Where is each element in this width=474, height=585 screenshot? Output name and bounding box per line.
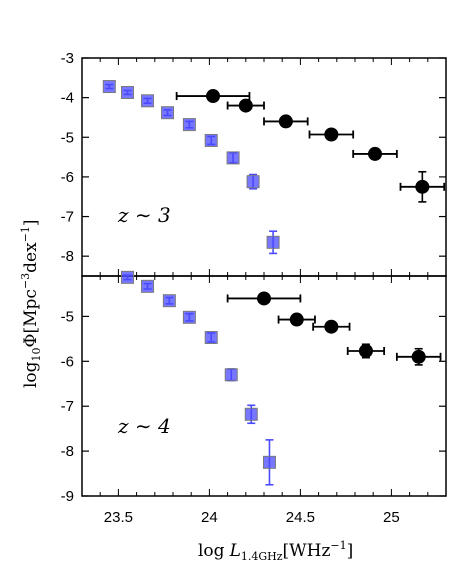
data-point-circle: [226, 98, 265, 113]
y-tick-label: -7: [61, 398, 74, 415]
data-point-square: [162, 294, 176, 308]
y-tick-label: -6: [61, 169, 74, 186]
data-point-square: [121, 270, 134, 284]
marker-circle: [368, 146, 383, 161]
data-point-square: [102, 80, 116, 94]
data-point-square: [121, 85, 134, 99]
y-tick-label: -4: [61, 90, 74, 107]
marker-square: [141, 279, 155, 293]
marker-circle: [358, 343, 373, 358]
panel-z4-marks: [121, 270, 442, 486]
y-tick-label: -8: [61, 248, 74, 265]
marker-square: [246, 175, 260, 189]
marker-circle: [278, 114, 293, 129]
data-point-square: [161, 106, 175, 120]
data-point-circle: [352, 146, 398, 161]
data-point-circle: [308, 127, 355, 142]
marker-square: [162, 294, 176, 308]
marker-square: [204, 133, 218, 147]
data-point-square: [141, 94, 155, 108]
marker-square: [182, 118, 196, 132]
data-point-square: [182, 310, 196, 324]
panel-z4-annotation: z ∼ 4: [117, 414, 171, 438]
marker-circle: [289, 312, 304, 327]
data-point-square: [246, 173, 260, 190]
data-point-circle: [399, 170, 446, 203]
marker-square: [121, 270, 134, 284]
panel-z3-frame: [81, 57, 447, 277]
marker-circle: [415, 179, 430, 194]
marker-square: [161, 106, 175, 120]
data-point-square: [141, 279, 155, 293]
x-tick-label: 24.5: [286, 509, 315, 526]
panel-z3-marks: [102, 80, 446, 255]
marker-square: [262, 455, 276, 469]
marker-square: [224, 368, 238, 382]
marker-square: [266, 235, 280, 249]
data-point-circle: [312, 319, 351, 334]
marker-circle: [324, 319, 339, 334]
data-point-circle: [226, 291, 302, 306]
data-point-circle: [395, 347, 442, 366]
marker-square: [226, 151, 240, 165]
marker-square: [182, 310, 196, 324]
marker-circle: [324, 127, 339, 142]
data-point-square: [204, 331, 218, 345]
y-tick-label: -5: [61, 129, 74, 146]
data-point-square: [244, 404, 258, 425]
data-point-square: [226, 151, 240, 165]
marker-square: [204, 331, 218, 345]
marker-square: [244, 407, 258, 421]
marker-circle: [206, 89, 221, 104]
marker-square: [102, 80, 116, 94]
data-point-square: [262, 439, 276, 486]
y-tick-label: -6: [61, 353, 74, 370]
x-tick-label: 25: [383, 509, 400, 526]
marker-square: [121, 85, 134, 99]
panel-z3: -3 -4 -5 -6 -7 -8 z ∼ 3: [61, 50, 447, 277]
marker-circle: [411, 349, 426, 364]
data-point-circle: [277, 312, 316, 327]
panel-z3-annotation: z ∼ 3: [117, 203, 171, 227]
panel-z4-axes: -5 -6 -7 -8 -9 23.5 24 24.5 25: [61, 276, 447, 526]
y-tick-label: -5: [61, 308, 74, 325]
y-axis-label: log10Φ[Mpc−3dex−1]: [19, 219, 43, 388]
y-tick-label: -8: [61, 443, 74, 460]
data-point-square: [266, 230, 280, 255]
data-point-circle: [346, 343, 386, 359]
x-tick-label: 24: [201, 509, 218, 526]
x-axis-label: log L1.4GHz[WHz−1]: [198, 539, 353, 563]
marker-square: [141, 94, 155, 108]
y-tick-label: -3: [61, 50, 74, 67]
y-tick-label: -7: [61, 209, 74, 226]
marker-circle: [257, 291, 271, 306]
data-point-square: [224, 368, 238, 382]
panel-z4: -5 -6 -7 -8 -9 23.5 24 24.5 25 z ∼ 4: [61, 270, 447, 526]
data-point-circle: [263, 114, 309, 129]
panel-z3-axes: -3 -4 -5 -6 -7 -8: [61, 50, 447, 276]
data-point-square: [204, 133, 218, 147]
y-tick-label: -9: [61, 488, 74, 505]
x-tick-label: 23.5: [104, 509, 133, 526]
data-point-square: [182, 118, 196, 132]
data-point-circle: [175, 89, 251, 104]
marker-circle: [238, 98, 253, 113]
